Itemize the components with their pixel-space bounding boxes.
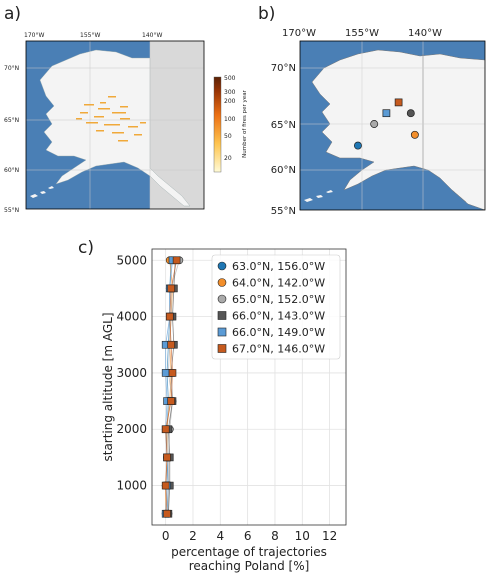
graticule-b xyxy=(300,41,485,210)
graticule-a xyxy=(26,41,204,209)
chart-series-markers xyxy=(161,256,184,518)
lat-label-a-3: 55°N xyxy=(4,207,19,214)
x-tick-label-0: 0 xyxy=(162,529,170,543)
legend-label-5: 67.0°N, 146.0°W xyxy=(232,343,325,356)
series-5-point-5 xyxy=(168,369,177,377)
legend-marker-2 xyxy=(217,294,227,304)
x-tick-label-1: 2 xyxy=(189,529,197,543)
aleutian-islands-a xyxy=(30,186,54,198)
series-4-point-5 xyxy=(161,369,170,377)
lon-label-b-2: 140°W xyxy=(408,28,442,39)
chart-frame xyxy=(151,248,347,526)
colorbar-tick-0: 500 xyxy=(224,75,236,82)
panel-b-label: b) xyxy=(258,4,276,24)
lon-label-b-0: 170°W xyxy=(282,28,316,39)
legend-marker-4 xyxy=(217,327,227,337)
colorbar-tick-4: 50 xyxy=(224,133,232,140)
series-line-2 xyxy=(167,260,180,514)
lat-label-b-0: 70°N xyxy=(271,63,296,74)
lat-label-b-3: 55°N xyxy=(271,206,296,217)
y-tick-label-2: 3000 xyxy=(116,366,147,380)
site-marker-4 xyxy=(382,109,391,118)
legend-marker-1 xyxy=(217,278,227,287)
colorbar-tick-3: 100 xyxy=(224,116,236,123)
site-marker-3 xyxy=(406,109,415,118)
legend-marker-0 xyxy=(217,261,227,271)
legend-label-2: 65.0°N, 152.0°W xyxy=(232,293,325,306)
series-line-4 xyxy=(165,260,173,514)
colorbar-tick-5: 20 xyxy=(224,155,232,162)
legend-label-3: 66.0°N, 143.0°W xyxy=(232,310,325,323)
lat-label-b-1: 65°N xyxy=(271,120,296,131)
alaska-landmass-a xyxy=(39,49,191,207)
legend-box xyxy=(211,254,341,360)
chart-series-lines xyxy=(165,260,180,514)
series-5-point-6 xyxy=(167,340,175,349)
x-axis-label: percentage of trajectories reaching Polan… xyxy=(171,545,327,573)
legend-label-1: 64.0°N, 142.0°W xyxy=(232,277,325,290)
legend-marker-3 xyxy=(217,311,227,320)
panel-a-label: a) xyxy=(4,4,22,24)
y-axis-label: starting altitude [m AGL] xyxy=(101,312,115,461)
x-tick-label-2: 4 xyxy=(216,529,224,543)
x-tick-label-6: 12 xyxy=(322,529,337,543)
y-tick-label-0: 1000 xyxy=(116,479,147,493)
y-tick-label-4: 5000 xyxy=(116,253,147,267)
y-tick-label-1: 2000 xyxy=(116,422,147,436)
y-tick-label-3: 4000 xyxy=(116,310,147,324)
fire-pixels xyxy=(76,96,146,142)
series-line-5 xyxy=(165,260,177,514)
series-5-point-4 xyxy=(167,397,175,405)
site-marker-1 xyxy=(410,130,419,139)
chart-grid xyxy=(152,249,346,525)
lon-label-b-1: 155°W xyxy=(345,28,379,39)
site-marker-0 xyxy=(353,141,362,150)
series-5-point-8 xyxy=(167,284,175,293)
series-5-point-9 xyxy=(172,256,181,265)
lon-label-a-2: 140°W xyxy=(142,32,162,39)
lat-label-a-0: 70°N xyxy=(4,65,19,72)
site-marker-2 xyxy=(370,120,379,128)
lon-label-a-1: 155°W xyxy=(80,32,100,39)
chart-tick-labels: 0 2 4 6 8 10 12 1000 2000 3000 4000 5000 xyxy=(116,253,337,543)
colorbar xyxy=(213,76,222,173)
site-marker-5 xyxy=(394,98,403,107)
series-5-point-2 xyxy=(163,453,171,462)
legend-label-0: 63.0°N, 156.0°W xyxy=(232,260,325,273)
lat-label-a-2: 60°N xyxy=(4,167,19,174)
series-5-point-3 xyxy=(161,425,170,434)
legend-marker-5 xyxy=(217,344,227,353)
sites-layer xyxy=(353,98,419,150)
panel-c-label: c) xyxy=(78,238,94,258)
x-tick-label-5: 10 xyxy=(295,529,310,543)
aleutian-islands-b xyxy=(304,190,333,202)
x-tick-label-3: 6 xyxy=(244,529,252,543)
chart-legend: 63.0°N, 156.0°W 64.0°N, 142.0°W 65.0°N, 15… xyxy=(217,260,325,356)
lat-label-a-1: 65°N xyxy=(4,117,19,124)
lat-label-b-2: 60°N xyxy=(271,165,296,176)
colorbar-tick-2: 200 xyxy=(224,98,236,105)
lon-label-a-0: 170°W xyxy=(24,32,44,39)
colorbar-tick-1: 300 xyxy=(224,89,236,96)
colorbar-label: Number of fires per year xyxy=(242,89,248,157)
series-5-point-0 xyxy=(163,509,171,518)
series-5-point-7 xyxy=(165,312,174,321)
series-5-point-1 xyxy=(161,481,170,490)
legend-label-4: 66.0°N, 149.0°W xyxy=(232,326,325,339)
x-tick-label-4: 8 xyxy=(271,529,279,543)
